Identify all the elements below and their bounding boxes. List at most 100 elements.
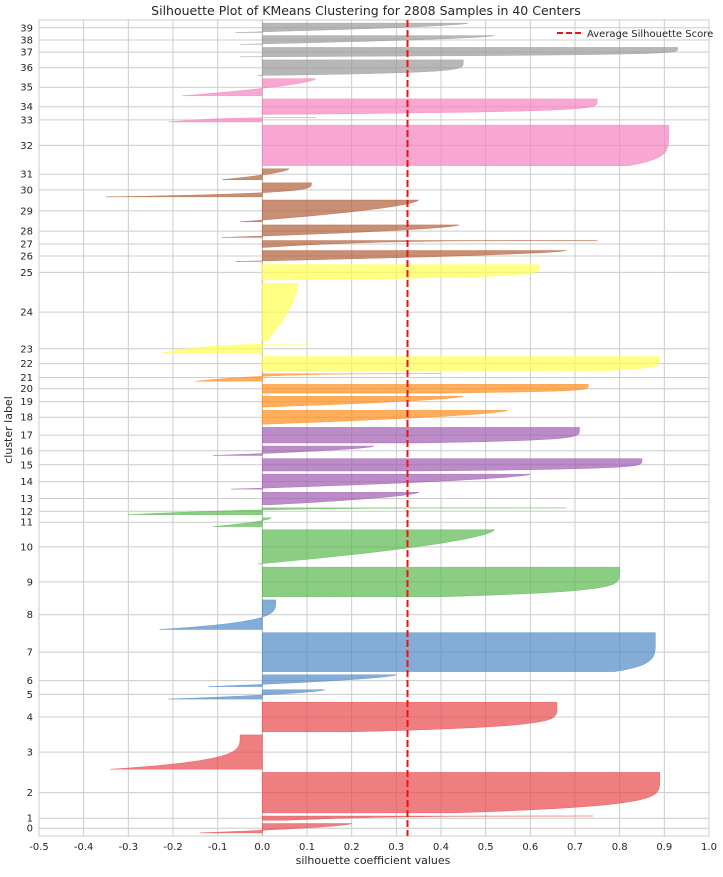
x-tick-label: -0.4: [74, 842, 94, 853]
cluster-33-silhouette: [168, 117, 316, 123]
cluster-3-silhouette: [110, 734, 263, 770]
y-axis-label: cluster label: [2, 396, 15, 464]
y-tick-label-19: 19: [20, 397, 33, 408]
cluster-25-silhouette: [261, 264, 540, 281]
y-tick-label-10: 10: [20, 542, 33, 553]
cluster-20-silhouette: [262, 384, 589, 394]
y-tick-label-4: 4: [27, 713, 33, 724]
cluster-17-silhouette: [262, 427, 580, 444]
y-tick-label-5: 5: [27, 690, 33, 701]
y-tick-label-1: 1: [27, 814, 33, 825]
cluster-9-silhouette: [262, 566, 620, 598]
cluster-16-silhouette: [213, 445, 375, 456]
cluster-35-silhouette: [181, 78, 317, 97]
y-tick-label-36: 36: [20, 63, 33, 74]
cluster-24-silhouette: [262, 283, 299, 342]
cluster-32-silhouette: [262, 124, 670, 166]
x-tick-label: -0.1: [208, 842, 228, 853]
cluster-21-silhouette: [195, 373, 442, 382]
cluster-39-silhouette: [235, 22, 468, 33]
cluster-30-silhouette: [105, 182, 312, 198]
y-tick-label-27: 27: [20, 239, 33, 250]
y-tick-label-18: 18: [20, 413, 33, 424]
cluster-15-silhouette: [262, 458, 643, 472]
cluster-23-silhouette: [159, 343, 308, 354]
y-tick-label-33: 33: [20, 115, 33, 126]
cluster-19-silhouette: [262, 395, 464, 408]
y-tick-label-21: 21: [20, 373, 33, 384]
y-tick-label-3: 3: [27, 748, 33, 759]
cluster-34-silhouette: [262, 98, 598, 115]
x-axis-label: silhouette coefficient values: [296, 854, 451, 867]
x-tick-label: 0.2: [344, 842, 360, 853]
y-tick-label-38: 38: [20, 35, 33, 46]
cluster-6-silhouette: [208, 674, 398, 687]
y-tick-label-17: 17: [20, 431, 33, 442]
silhouette-bars: [105, 22, 678, 834]
x-tick-label: 0.9: [656, 842, 672, 853]
cluster-29-silhouette: [239, 199, 420, 223]
cluster-4-silhouette: [262, 701, 558, 733]
x-tick-label: 0.3: [388, 842, 404, 853]
legend: Average Silhouette Score: [557, 29, 713, 40]
tick-labels: -0.5 -0.4 -0.3 -0.2 -0.1 0.0 0.1 0.2 0.3 0.4 0.5 0.…: [20, 23, 717, 853]
y-tick-label-28: 28: [20, 227, 33, 238]
cluster-5-silhouette: [168, 689, 325, 700]
y-tick-label-2: 2: [27, 788, 33, 799]
y-tick-label-15: 15: [20, 460, 33, 471]
x-tick-label: 0.8: [612, 842, 628, 853]
cluster-37-silhouette: [239, 47, 678, 58]
x-tick-label: 1.0: [701, 842, 717, 853]
y-tick-label-24: 24: [20, 308, 33, 319]
cluster-18-silhouette: [261, 409, 509, 425]
y-tick-label-0: 0: [27, 824, 33, 835]
y-tick-label-12: 12: [20, 507, 33, 518]
y-tick-label-35: 35: [20, 83, 33, 94]
cluster-12-silhouette: [128, 507, 567, 515]
x-tick-label: 0.7: [567, 842, 583, 853]
y-tick-label-39: 39: [20, 23, 33, 34]
x-tick-label: -0.3: [119, 842, 139, 853]
y-tick-label-31: 31: [20, 170, 33, 181]
y-tick-label-29: 29: [20, 206, 33, 217]
cluster-11-silhouette: [213, 517, 272, 527]
x-tick-label: 0.4: [433, 842, 449, 853]
y-tick-label-13: 13: [20, 494, 33, 505]
y-tick-label-14: 14: [20, 477, 33, 488]
y-tick-label-37: 37: [20, 48, 33, 59]
x-tick-label: 0.6: [522, 842, 538, 853]
cluster-2-silhouette: [262, 772, 661, 814]
y-tick-label-23: 23: [20, 344, 33, 355]
cluster-13-silhouette: [262, 492, 420, 505]
cluster-1-silhouette: [262, 815, 593, 821]
y-tick-label-26: 26: [20, 251, 33, 262]
cluster-10-silhouette: [257, 529, 496, 565]
y-tick-label-11: 11: [20, 518, 33, 529]
y-tick-label-32: 32: [20, 141, 33, 152]
legend-label: Average Silhouette Score: [587, 29, 713, 40]
cluster-22-silhouette: [262, 356, 661, 371]
cluster-26-silhouette: [235, 250, 567, 262]
y-tick-label-6: 6: [27, 676, 33, 687]
x-tick-label: -0.5: [29, 842, 49, 853]
x-tick-label: 0.5: [478, 842, 494, 853]
y-tick-label-22: 22: [20, 359, 33, 370]
y-tick-label-16: 16: [20, 446, 33, 457]
cluster-38-silhouette: [239, 35, 495, 45]
x-tick-label: 0.0: [254, 842, 270, 853]
cluster-36-silhouette: [257, 59, 464, 76]
cluster-0-silhouette: [199, 823, 352, 834]
y-tick-label-8: 8: [27, 610, 33, 621]
cluster-14-silhouette: [231, 473, 531, 490]
cluster-31-silhouette: [222, 168, 290, 180]
x-tick-label: 0.1: [299, 842, 315, 853]
cluster-27-silhouette: [262, 240, 598, 248]
y-tick-label-20: 20: [20, 384, 33, 395]
y-tick-label-25: 25: [20, 268, 33, 279]
x-tick-label: -0.2: [163, 842, 183, 853]
y-tick-label-30: 30: [20, 185, 33, 196]
y-tick-label-9: 9: [27, 577, 33, 588]
cluster-7-silhouette: [262, 632, 656, 672]
